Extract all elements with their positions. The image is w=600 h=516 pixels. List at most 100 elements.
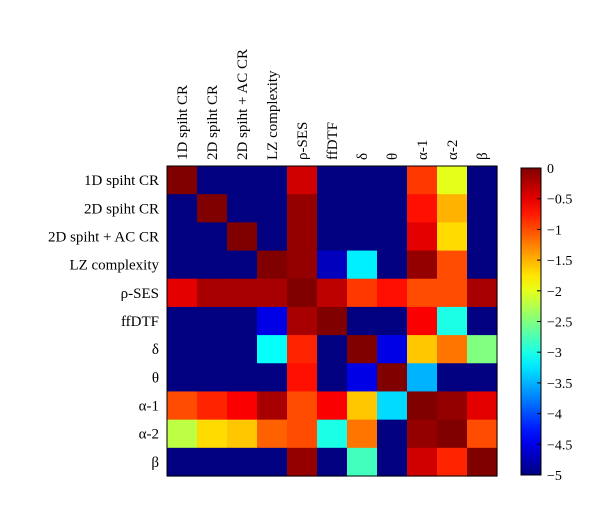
heatmap-cell (197, 194, 228, 223)
heatmap-cell (257, 419, 288, 449)
heatmap-cell (377, 363, 408, 393)
heatmap-cell (407, 391, 438, 421)
heatmap-cell (167, 278, 198, 308)
heatmap-cell (287, 278, 318, 308)
heatmap-cell (227, 222, 258, 252)
heatmap-cell (257, 335, 288, 364)
heatmap-cell (467, 222, 498, 252)
heatmap-cell (437, 419, 468, 449)
heatmap-cell (287, 250, 318, 280)
heatmap-cell (377, 419, 408, 449)
heatmap-cell (407, 194, 438, 223)
heatmap-cell (257, 194, 288, 223)
heatmap-cell (467, 419, 498, 449)
heatmap-cell (407, 335, 438, 364)
heatmap-cell (437, 306, 468, 336)
row-labels: 1D spiht CR 2D spiht CR 2D spiht + AC CR LZ… (48, 173, 159, 471)
heatmap-cell (467, 250, 498, 280)
heatmap-cell (437, 447, 468, 477)
row-label: 1D spiht CR (84, 173, 159, 189)
heatmap-cell (347, 335, 378, 364)
heatmap-cell (287, 306, 318, 336)
heatmap-cell (257, 363, 288, 393)
heatmap-cell (467, 166, 498, 195)
colorbar-tick-label: −4 (547, 408, 562, 423)
heatmap-cell (257, 166, 288, 195)
heatmap-cell (317, 166, 348, 195)
heatmap-cell (257, 250, 288, 280)
heatmap-cell (467, 278, 498, 308)
column-label: α-1 (415, 140, 431, 160)
heatmap-cell (287, 335, 318, 364)
heatmap-cell (377, 391, 408, 421)
row-label: 2D spiht CR (84, 201, 159, 217)
heatmap-cell (317, 306, 348, 336)
heatmap-cell (287, 391, 318, 421)
row-label: 2D spiht + AC CR (48, 229, 159, 245)
heatmap-cell (317, 419, 348, 449)
colorbar-tick-label: −2 (547, 285, 562, 300)
heatmap-cell (227, 335, 258, 364)
heatmap-cell (167, 250, 198, 280)
heatmap-cell (317, 278, 348, 308)
heatmap-cell (317, 194, 348, 223)
heatmap-cell (167, 306, 198, 336)
heatmap-cell (287, 447, 318, 477)
heatmap-cell (377, 447, 408, 477)
column-labels: 1D spiht CR 2D spiht CR 2D spiht + AC CR LZ… (175, 49, 491, 160)
colorbar-tick-label: −3 (547, 346, 562, 361)
colorbar-tick-label: −1.5 (547, 254, 572, 269)
row-label: LZ complexity (69, 258, 159, 274)
heatmap-cell (287, 166, 318, 195)
heatmap-cell (407, 278, 438, 308)
heatmap-cell (407, 222, 438, 252)
heatmap-cell (437, 363, 468, 393)
heatmap-cell (437, 166, 468, 195)
heatmap-cell (437, 278, 468, 308)
heatmap-cell (167, 335, 198, 364)
heatmap-frame (166, 165, 498, 477)
heatmap-cell (347, 363, 378, 393)
heatmap-cell (467, 391, 498, 421)
heatmap-cell (197, 335, 228, 364)
heatmap-cell (437, 335, 468, 364)
row-label: β (151, 455, 159, 471)
heatmap-cell (437, 391, 468, 421)
row-label: ffDTF (121, 314, 159, 330)
heatmap-cell (227, 419, 258, 449)
heatmap-cell (167, 419, 198, 449)
heatmap-cell (377, 278, 408, 308)
heatmap-cell (227, 306, 258, 336)
row-label: θ (152, 370, 159, 386)
heatmap-cell (167, 166, 198, 195)
heatmap-cell (437, 194, 468, 223)
heatmap-cell (197, 166, 228, 195)
heatmap-cell (467, 194, 498, 223)
heatmap-cell (167, 363, 198, 393)
heatmap-cell (347, 391, 378, 421)
heatmap-cell (407, 306, 438, 336)
heatmap-cell (347, 166, 378, 195)
heatmap-cell (257, 222, 288, 252)
heatmap-cell (197, 391, 228, 421)
colorbar-tick-label: −4.5 (547, 438, 572, 453)
column-label: ffDTF (325, 122, 341, 160)
heatmap-cell (197, 447, 228, 477)
heatmap-cell (347, 278, 378, 308)
heatmap-cell (257, 447, 288, 477)
colorbar-tick-label: 0 (547, 162, 554, 177)
heatmap-cell (227, 391, 258, 421)
row-label: α-1 (139, 399, 159, 415)
column-label: ρ-SES (295, 122, 311, 160)
heatmap-cell (167, 447, 198, 477)
heatmap-cell (227, 447, 258, 477)
colorbar-tick-label: −1 (547, 223, 562, 238)
heatmap-cell (347, 306, 378, 336)
heatmap-cell (347, 447, 378, 477)
heatmap-cell (407, 250, 438, 280)
heatmap-cell (407, 419, 438, 449)
heatmap-cell (167, 194, 198, 223)
column-label: 2D spiht + AC CR (235, 49, 251, 160)
heatmap-cell (407, 363, 438, 393)
